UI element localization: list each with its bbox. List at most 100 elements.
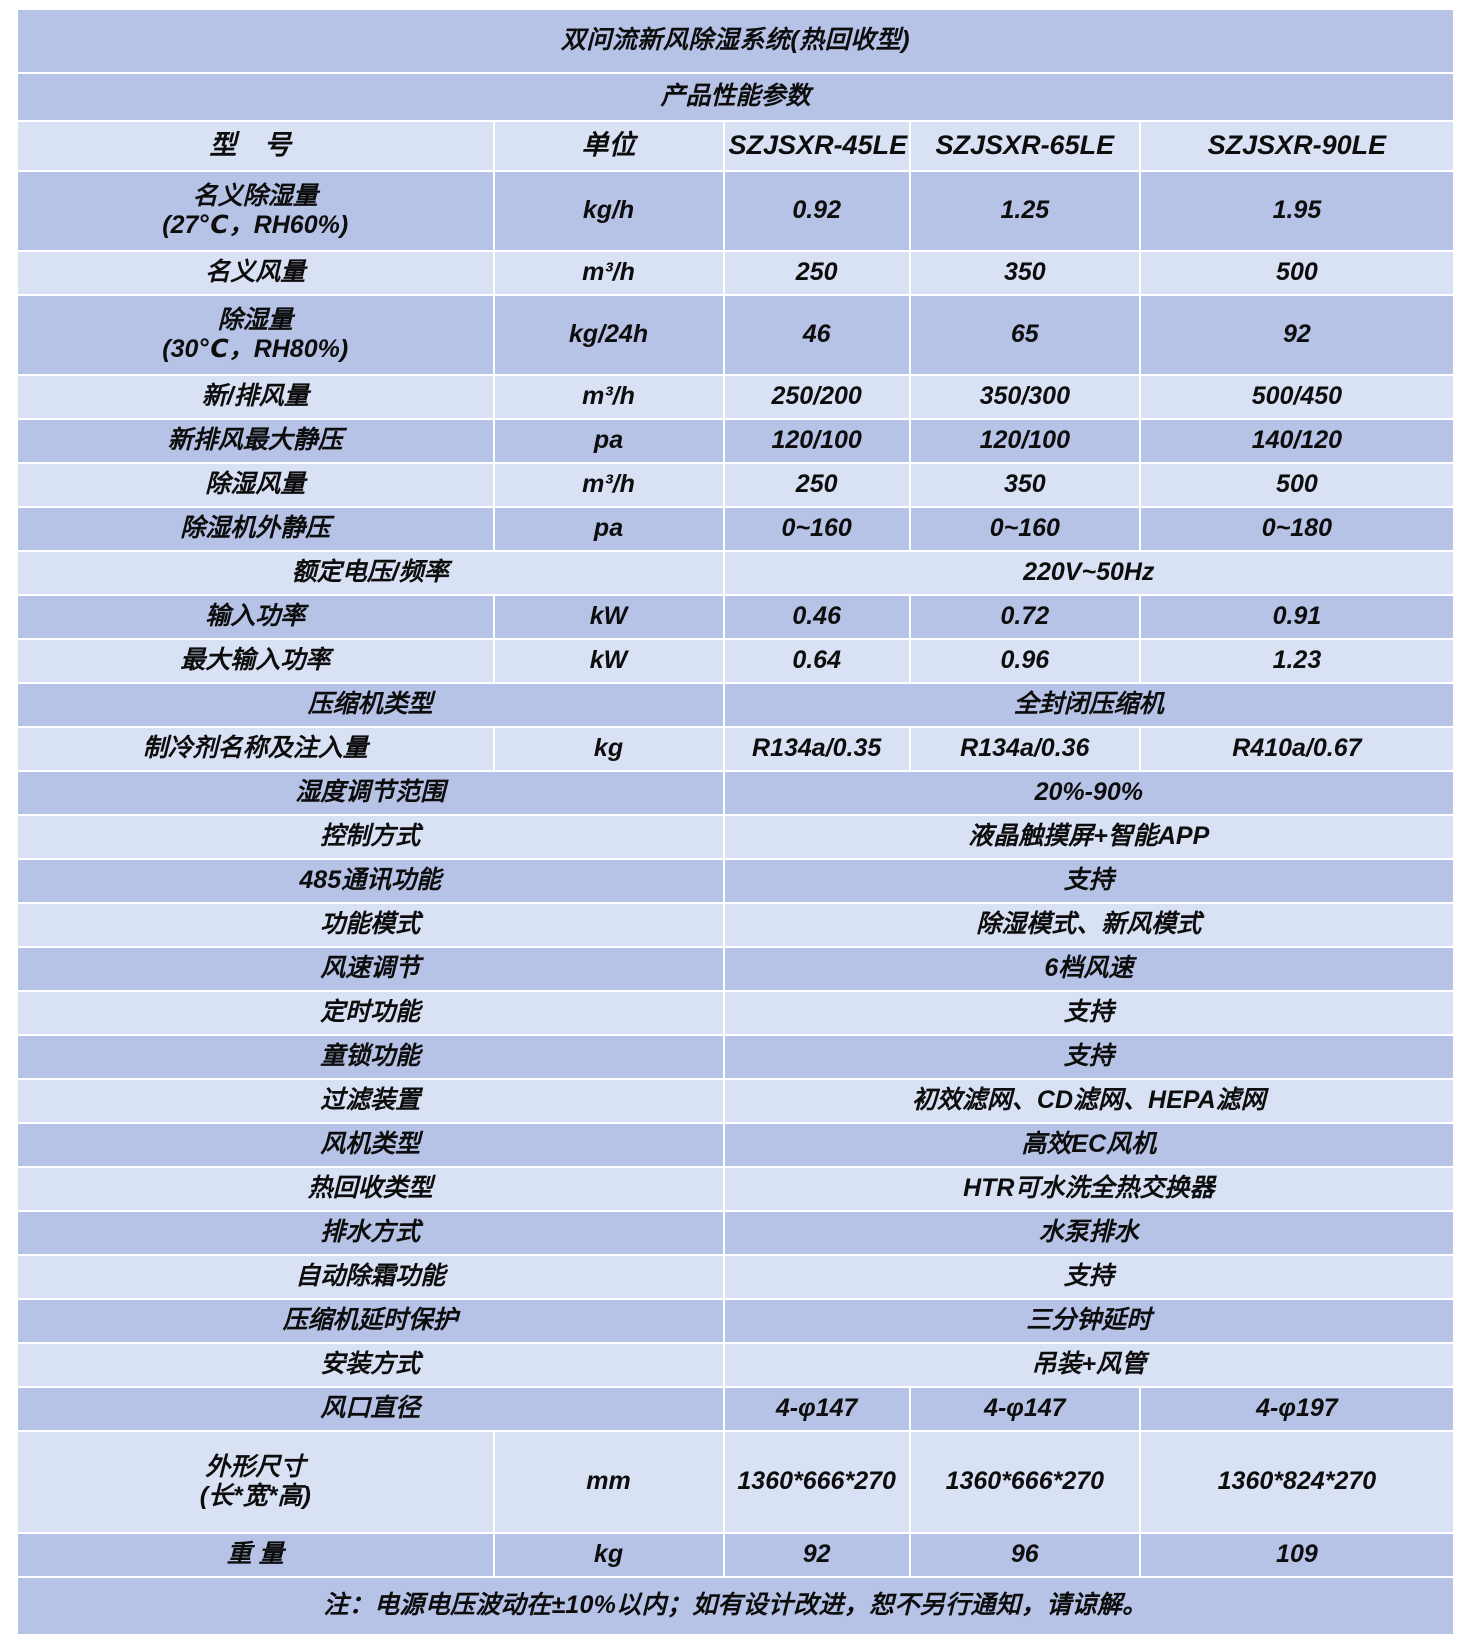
spec-label: 控制方式 (18, 816, 723, 858)
footnote-row: 注：电源电压波动在±10%以内；如有设计改进，恕不另行通知，请谅解。 (18, 1578, 1453, 1634)
column-header-row: 型 号 单位 SZJSXR-45LE SZJSXR-65LE SZJSXR-90… (18, 122, 1453, 170)
spec-label: 除湿量 (30℃，RH80%) (18, 296, 493, 374)
spec-value-3: 500 (1140, 464, 1453, 506)
spec-label: 最大输入功率 (18, 640, 493, 682)
spec-value-merged: 全封闭压缩机 (724, 684, 1453, 726)
spec-row: 风速调节 6档风速 (18, 948, 1453, 990)
spec-value-1: 0.46 (724, 596, 909, 638)
spec-value-3: R410a/0.67 (1140, 728, 1453, 770)
spec-value-1: 0.64 (724, 640, 909, 682)
spec-label: 外形尺寸 (长*宽*高) (18, 1432, 493, 1532)
spec-value-merged: 支持 (724, 860, 1453, 902)
spec-row: 名义除湿量 (27℃，RH60%) kg/h 0.92 1.25 1.95 (18, 172, 1453, 250)
spec-label: 湿度调节范围 (18, 772, 723, 814)
title-row: 双问流新风除湿系统(热回收型) (18, 10, 1453, 72)
spec-unit: kg (494, 728, 723, 770)
spec-label-line-1: 名义除湿量 (192, 181, 318, 210)
spec-label: 额定电压/频率 (18, 552, 723, 594)
spec-label-line-1: 除湿量 (217, 305, 293, 334)
spec-value-2: 0.72 (910, 596, 1139, 638)
spec-row: 压缩机延时保护 三分钟延时 (18, 1300, 1453, 1342)
spec-value-2: 120/100 (910, 420, 1139, 462)
header-model-1: SZJSXR-45LE (724, 122, 909, 170)
spec-value-1: R134a/0.35 (724, 728, 909, 770)
spec-label: 风速调节 (18, 948, 723, 990)
spec-value-2: 350 (910, 252, 1139, 294)
spec-row: 控制方式 液晶触摸屏+智能APP (18, 816, 1453, 858)
spec-value-merged: 6档风速 (724, 948, 1453, 990)
spec-row: 排水方式 水泵排水 (18, 1212, 1453, 1254)
spec-value-merged: 三分钟延时 (724, 1300, 1453, 1342)
spec-value-2: 0~160 (910, 508, 1139, 550)
spec-value-2: 0.96 (910, 640, 1139, 682)
spec-value-1: 0~160 (724, 508, 909, 550)
spec-label: 制冷剂名称及注入量 (18, 728, 493, 770)
spec-value-merged: 支持 (724, 1036, 1453, 1078)
spec-value-2: 1360*666*270 (910, 1432, 1139, 1532)
header-model-label: 型 号 (18, 122, 493, 170)
spec-label: 重 量 (18, 1534, 493, 1576)
spec-value-2: 1.25 (910, 172, 1139, 250)
spec-label: 风口直径 (18, 1388, 723, 1430)
spec-value-1: 250 (724, 464, 909, 506)
spec-row: 自动除霜功能 支持 (18, 1256, 1453, 1298)
spec-value-merged: 支持 (724, 992, 1453, 1034)
spec-row: 压缩机类型 全封闭压缩机 (18, 684, 1453, 726)
spec-label: 压缩机延时保护 (18, 1300, 723, 1342)
spec-label: 新/排风量 (18, 376, 493, 418)
subtitle: 产品性能参数 (18, 74, 1453, 120)
spec-unit: kg (494, 1534, 723, 1576)
spec-row: 风口直径 4-φ147 4-φ147 4-φ197 (18, 1388, 1453, 1430)
spec-unit: kW (494, 640, 723, 682)
spec-label-line-2: (30℃，RH80%) (162, 335, 349, 363)
spec-row: 功能模式 除湿模式、新风模式 (18, 904, 1453, 946)
spec-unit: mm (494, 1432, 723, 1532)
spec-unit: m³/h (494, 252, 723, 294)
spec-row: 新/排风量 m³/h 250/200 350/300 500/450 (18, 376, 1453, 418)
spec-value-3: 500/450 (1140, 376, 1453, 418)
spec-value-merged: HTR可水洗全热交换器 (724, 1168, 1453, 1210)
spec-unit: m³/h (494, 464, 723, 506)
spec-row: 最大输入功率 kW 0.64 0.96 1.23 (18, 640, 1453, 682)
spec-value-merged: 初效滤网、CD滤网、HEPA滤网 (724, 1080, 1453, 1122)
spec-value-merged: 液晶触摸屏+智能APP (724, 816, 1453, 858)
footnote: 注：电源电压波动在±10%以内；如有设计改进，恕不另行通知，请谅解。 (18, 1578, 1453, 1634)
spec-label: 名义除湿量 (27℃，RH60%) (18, 172, 493, 250)
spec-value-2: 96 (910, 1534, 1139, 1576)
spec-row: 风机类型 高效EC风机 (18, 1124, 1453, 1166)
spec-row: 重 量 kg 92 96 109 (18, 1534, 1453, 1576)
spec-row: 新排风最大静压 pa 120/100 120/100 140/120 (18, 420, 1453, 462)
spec-value-3: 109 (1140, 1534, 1453, 1576)
spec-label: 除湿风量 (18, 464, 493, 506)
spec-value-merged: 220V~50Hz (724, 552, 1453, 594)
spec-value-merged: 水泵排水 (724, 1212, 1453, 1254)
spec-row: 安装方式 吊装+风管 (18, 1344, 1453, 1386)
spec-label: 童锁功能 (18, 1036, 723, 1078)
spec-row: 童锁功能 支持 (18, 1036, 1453, 1078)
spec-value-1: 92 (724, 1534, 909, 1576)
spec-value-1: 250 (724, 252, 909, 294)
spec-row: 名义风量 m³/h 250 350 500 (18, 252, 1453, 294)
spec-unit: pa (494, 508, 723, 550)
spec-unit: pa (494, 420, 723, 462)
spec-row: 定时功能 支持 (18, 992, 1453, 1034)
spec-value-2: 350/300 (910, 376, 1139, 418)
spec-value-3: 0~180 (1140, 508, 1453, 550)
spec-value-1: 250/200 (724, 376, 909, 418)
spec-value-1: 4-φ147 (724, 1388, 909, 1430)
spec-label: 过滤装置 (18, 1080, 723, 1122)
spec-value-1: 1360*666*270 (724, 1432, 909, 1532)
spec-label-line-2: (长*宽*高) (199, 1482, 311, 1510)
spec-row: 除湿风量 m³/h 250 350 500 (18, 464, 1453, 506)
spec-label: 安装方式 (18, 1344, 723, 1386)
spec-label: 风机类型 (18, 1124, 723, 1166)
spec-row: 除湿量 (30℃，RH80%) kg/24h 46 65 92 (18, 296, 1453, 374)
spec-unit: kW (494, 596, 723, 638)
spec-label: 功能模式 (18, 904, 723, 946)
spec-value-merged: 除湿模式、新风模式 (724, 904, 1453, 946)
spec-row: 制冷剂名称及注入量 kg R134a/0.35 R134a/0.36 R410a/0.6… (18, 728, 1453, 770)
spec-value-3: 4-φ197 (1140, 1388, 1453, 1430)
spec-value-3: 1.23 (1140, 640, 1453, 682)
spec-label-line-1: 外形尺寸 (205, 1452, 306, 1481)
